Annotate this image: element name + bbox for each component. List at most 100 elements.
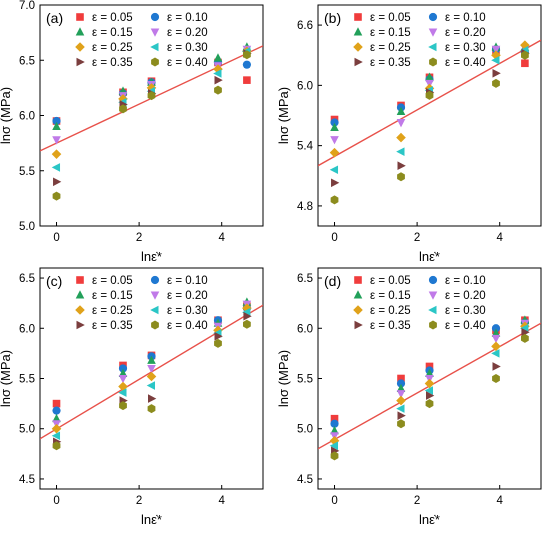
data-point [330, 118, 339, 127]
data-point [242, 50, 251, 60]
x-tick-label: 0 [331, 232, 337, 244]
data-point [242, 303, 252, 313]
data-point [52, 441, 61, 451]
x-tick-label: 4 [219, 495, 226, 507]
legend-marker [150, 291, 160, 300]
legend-label: ε = 0.15 [370, 290, 411, 302]
data-point [329, 165, 339, 175]
legend-label: ε = 0.30 [167, 305, 208, 317]
x-tick-label: 4 [497, 232, 504, 244]
y-tick-label: 6.0 [297, 80, 313, 92]
data-point [492, 78, 500, 88]
legend-marker [76, 320, 85, 330]
y-tick-label: 5.0 [19, 221, 35, 233]
y-tick-label: 6.0 [19, 111, 35, 123]
data-point [51, 163, 61, 172]
legend-label: ε = 0.20 [167, 27, 208, 39]
data-point [119, 104, 127, 114]
data-point [330, 122, 339, 132]
legend-label: ε = 0.10 [445, 12, 486, 24]
legend-label: ε = 0.05 [92, 275, 133, 287]
data-point [330, 414, 339, 423]
data-point [146, 371, 157, 382]
legend-marker [429, 320, 437, 330]
data-point [396, 147, 405, 156]
data-point [397, 419, 405, 429]
legend-marker [428, 305, 437, 315]
data-point [147, 355, 156, 364]
legend: ε = 0.05 ε = 0.10 ε = 0.15 ε = 0.20 ε = 0.25… [75, 12, 208, 69]
legend-label: ε = 0.15 [92, 27, 133, 39]
legend-marker [150, 305, 159, 315]
legend-label: ε = 0.20 [445, 290, 486, 302]
legend-marker [76, 13, 84, 21]
legend-label: ε = 0.20 [167, 290, 208, 302]
series-0.40 [52, 319, 251, 451]
y-tick-label: 5.0 [297, 424, 313, 436]
data-point [396, 119, 406, 128]
data-point [51, 431, 61, 441]
legend-label: ε = 0.25 [370, 305, 411, 317]
legend-marker [76, 276, 84, 284]
legend-marker [75, 27, 85, 36]
x-axis-title: lnε̇* [419, 512, 440, 527]
legend-label: ε = 0.20 [445, 27, 486, 39]
data-point [396, 395, 406, 406]
legend-label: ε = 0.40 [445, 320, 486, 332]
data-point [491, 55, 500, 65]
series-0.40 [330, 50, 529, 205]
legend-marker [353, 290, 363, 299]
y-tick-label: 5.5 [297, 374, 313, 386]
legend-marker [75, 305, 85, 315]
legend-label: ε = 0.35 [370, 57, 411, 69]
data-point [242, 60, 251, 69]
legend-marker [150, 42, 159, 52]
data-point [243, 311, 252, 321]
data-point [520, 50, 529, 60]
data-point [51, 423, 62, 434]
data-point [147, 364, 156, 374]
legend-marker [353, 27, 363, 36]
y-tick-label: 4.8 [297, 201, 313, 213]
y-tick-label: 5.5 [19, 374, 35, 386]
series-0.15 [330, 315, 530, 435]
data-point [491, 349, 500, 358]
data-point [331, 178, 340, 188]
data-point [396, 132, 406, 143]
data-point [330, 451, 339, 461]
legend-marker [354, 320, 363, 330]
data-point [242, 307, 251, 317]
data-point [329, 441, 339, 451]
data-point [397, 161, 406, 171]
legend-label: ε = 0.10 [167, 12, 208, 24]
legend-label: ε = 0.30 [445, 305, 486, 317]
data-point [491, 341, 501, 352]
data-point [396, 379, 406, 388]
data-point [521, 327, 530, 337]
y-axis-title: lnσ (MPa) [0, 87, 13, 144]
data-point [330, 136, 339, 145]
data-point [118, 375, 128, 384]
legend-label: ε = 0.15 [370, 27, 411, 39]
legend-marker [151, 320, 159, 330]
data-point [425, 399, 434, 409]
legend-marker [150, 28, 160, 37]
x-tick-label: 2 [414, 232, 420, 244]
panel-label: (b) [324, 10, 341, 26]
data-point [491, 328, 501, 337]
legend: ε = 0.05 ε = 0.10 ε = 0.15 ε = 0.20 ε = 0.25… [353, 12, 486, 69]
data-point [491, 50, 501, 61]
panel-c: 0 2 4 4.5 5.0 5.5 6.0 6.5 lnε̇* lnσ (MPa) (c) ε = 0… [0, 267, 264, 527]
data-point [425, 368, 434, 377]
y-tick-label: 6.0 [19, 323, 35, 335]
series-0.40 [52, 50, 251, 201]
x-tick-label: 4 [497, 495, 504, 507]
data-point [147, 404, 156, 414]
data-point [491, 45, 501, 54]
data-point [492, 69, 501, 78]
data-point [329, 147, 340, 158]
legend-marker [428, 42, 437, 52]
legend-marker [428, 12, 438, 22]
y-tick-label: 6.5 [19, 55, 35, 67]
data-point [52, 399, 61, 408]
